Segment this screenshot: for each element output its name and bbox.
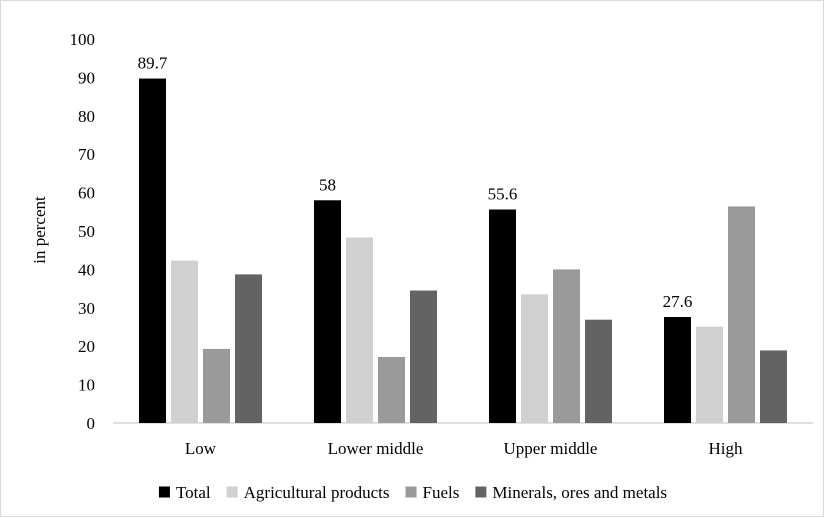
legend: Total Agricultural products Fuels Minerals,… [158, 483, 667, 502]
bar [203, 348, 230, 423]
bar [410, 290, 437, 423]
x-tick-label: Low [185, 439, 217, 458]
y-tick-label: 40 [78, 260, 95, 279]
x-tick-label: Lower middle [328, 439, 424, 458]
x-tick-label: High [709, 439, 744, 458]
legend-swatch [158, 486, 170, 498]
bar [696, 326, 723, 423]
y-tick-label: 10 [78, 376, 95, 395]
legend-swatch [475, 486, 487, 498]
bar [760, 350, 787, 423]
y-tick-label: 20 [78, 337, 95, 356]
x-tick-label: Upper middle [504, 439, 598, 458]
data-label: 58 [319, 175, 336, 194]
bar [585, 319, 612, 423]
legend-swatch [226, 486, 238, 498]
plot-area: 0 10 20 30 40 50 60 70 80 90 100 Low Lower middle Upp… [70, 30, 813, 458]
y-tick-label: 0 [87, 414, 96, 433]
bar [378, 356, 405, 423]
bar [235, 274, 262, 423]
bar [521, 294, 548, 423]
y-tick-label: 90 [78, 68, 95, 87]
y-axis-title: in percent [30, 196, 49, 264]
legend-label: Total [176, 483, 211, 502]
bar [171, 260, 198, 423]
y-tick-label: 50 [78, 222, 95, 241]
y-tick-label: 60 [78, 184, 95, 203]
y-tick-label: 30 [78, 299, 95, 318]
bar [664, 317, 691, 423]
bar [314, 200, 341, 423]
bar [553, 269, 580, 423]
bar [346, 237, 373, 423]
data-label: 89.7 [138, 54, 168, 73]
bar [728, 206, 755, 423]
y-tick-label: 100 [70, 30, 96, 49]
bar [489, 209, 516, 423]
legend-swatch [405, 486, 417, 498]
y-tick-label: 80 [78, 107, 95, 126]
legend-label: Fuels [423, 483, 460, 502]
legend-label: Minerals, ores and metals [492, 483, 667, 502]
legend-label: Agricultural products [244, 483, 390, 502]
data-label: 27.6 [663, 292, 693, 311]
data-label: 55.6 [488, 184, 518, 203]
bar [139, 78, 166, 423]
y-tick-label: 70 [78, 145, 95, 164]
